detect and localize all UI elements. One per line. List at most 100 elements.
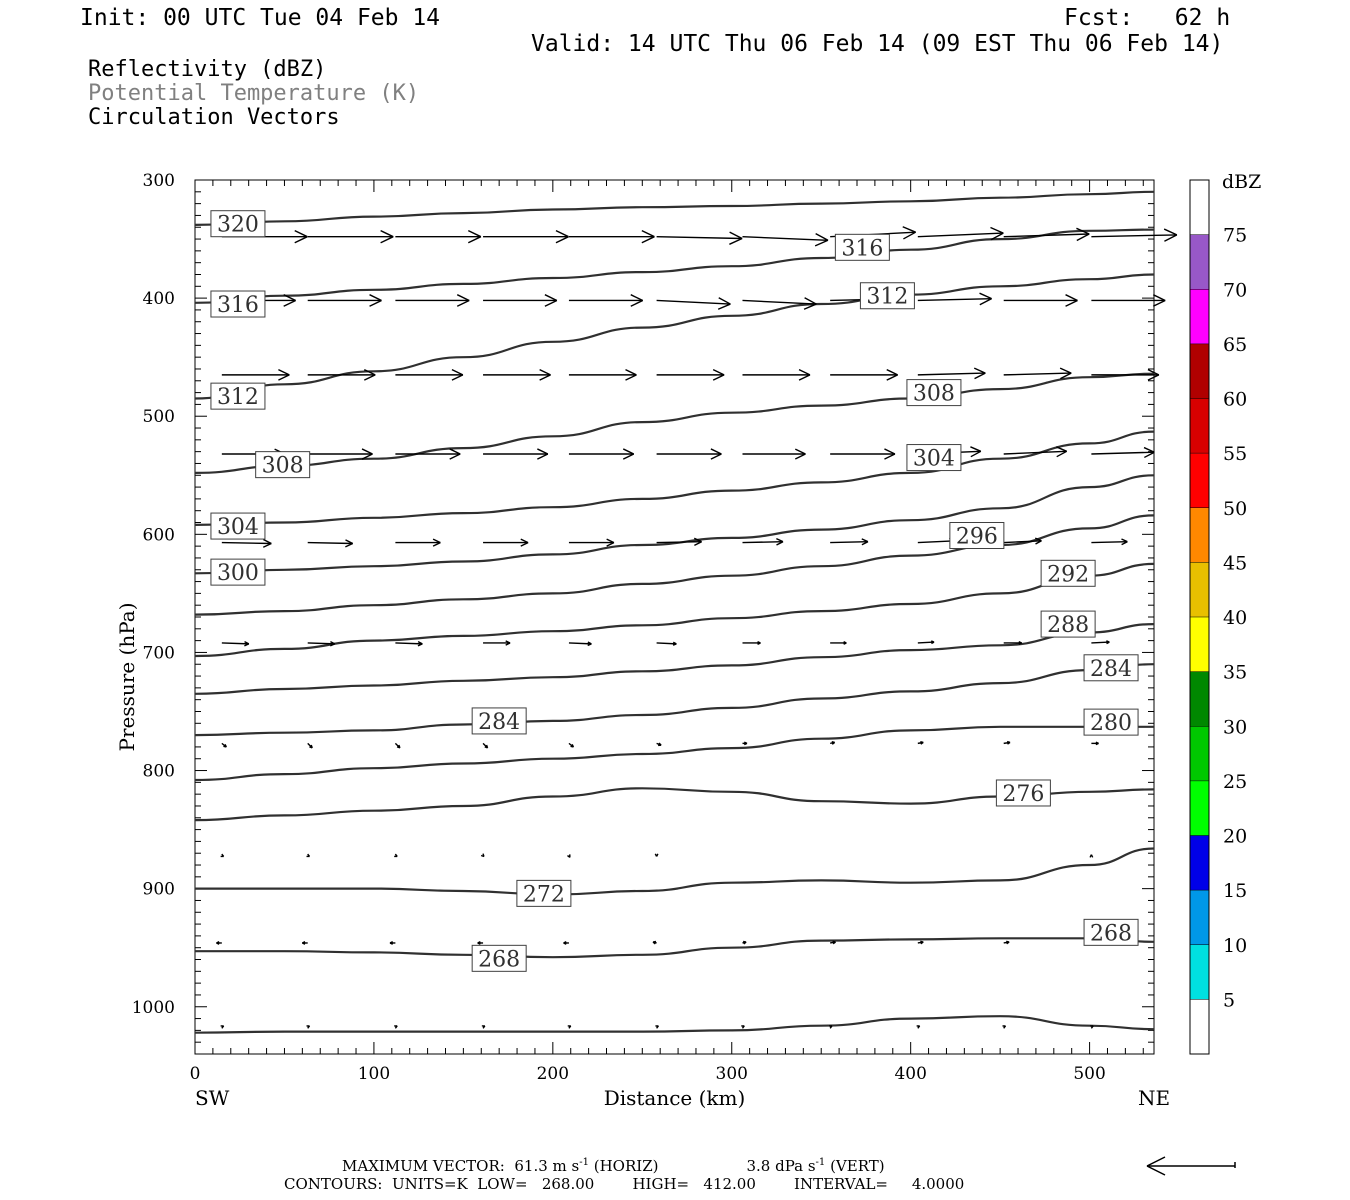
vector-head (451, 368, 464, 376)
circulation-vector (1003, 294, 1078, 307)
circulation-vector (1003, 537, 1042, 545)
circulation-vector (216, 941, 222, 945)
vector-head (1147, 368, 1160, 376)
vector-head (1152, 294, 1166, 302)
theta-contour-312 (194, 273, 1155, 400)
colorbar-segment (1190, 999, 1209, 1054)
circulation-vector (1003, 367, 1072, 380)
vector-head (729, 237, 743, 245)
circulation-vector (1003, 446, 1068, 458)
circulation-vector (221, 368, 290, 381)
vector-shaft (742, 235, 829, 241)
vector-head (451, 374, 464, 381)
vector-head (920, 940, 924, 943)
vector-shaft (1091, 234, 1177, 238)
vector-head (974, 372, 986, 380)
colorbar-segment (1190, 180, 1209, 235)
vector-head (456, 294, 470, 302)
y-axis-label: Pressure (hPa) (115, 603, 139, 752)
contour-label: 316 (217, 293, 259, 318)
colorbar-segment (1190, 890, 1209, 945)
max-vector-vert-value: 3.8 dPa s (746, 1157, 816, 1175)
circulation-vector (655, 1025, 659, 1029)
vector-head (389, 942, 393, 945)
vector-head (449, 448, 461, 455)
contour-label-box (210, 558, 266, 586)
circulation-vector (1002, 1025, 1007, 1029)
contour-label-box (210, 290, 266, 318)
colorbar-segment (1190, 453, 1209, 508)
contour-label: 300 (217, 561, 259, 586)
circulation-vector (1089, 854, 1094, 858)
vector-head (803, 303, 817, 310)
circulation-vector (1091, 446, 1155, 459)
vector-head (979, 298, 992, 306)
vector-head (622, 453, 635, 460)
vector-head (380, 229, 394, 238)
vector-head (477, 942, 481, 945)
vector-head (482, 853, 485, 857)
vector-head (798, 368, 811, 376)
forecast-hour: Fcst: 62 h (1064, 5, 1231, 31)
circulation-vector (830, 538, 869, 546)
circulation-vector (656, 231, 743, 245)
vector-head (902, 226, 916, 233)
vector-head (717, 303, 731, 310)
vector-head (369, 294, 382, 302)
circulation-vector (1090, 1025, 1094, 1029)
vector-shaft (742, 299, 817, 305)
contour-label: 288 (1047, 613, 1089, 638)
circulation-vector (656, 537, 702, 546)
theta-contour-280 (194, 725, 1154, 782)
vector-shaft (1003, 450, 1067, 455)
colorbar-segment (1190, 835, 1209, 891)
x-axis-left-label: SW (195, 1086, 230, 1110)
colorbar-label: 25 (1223, 771, 1247, 793)
contour-label: 312 (217, 385, 259, 410)
circulation-vector (482, 742, 489, 749)
vector-head (555, 229, 569, 238)
vector-shaft (1091, 641, 1110, 644)
vector-head (1152, 299, 1166, 307)
vector-head (263, 538, 272, 545)
vector-head (903, 231, 916, 240)
circulation-vector (917, 640, 935, 645)
circulation-vector (307, 368, 376, 381)
vector-head (278, 374, 290, 381)
max-vector-note: MAXIMUM VECTOR: 61.3 m s-1 (HORIZ) 3.8 dP… (342, 1158, 885, 1174)
vector-head (831, 741, 835, 744)
vector-shaft (307, 541, 353, 545)
colorbar-segment (1190, 617, 1209, 672)
circulation-vector (302, 941, 308, 945)
contour-label: 320 (217, 213, 259, 238)
vector-head (776, 541, 784, 546)
vector-head (930, 640, 935, 643)
plot-frame (194, 179, 1155, 1055)
vector-head (539, 368, 551, 376)
colorbar-label: 20 (1223, 826, 1247, 848)
circulation-vector (654, 853, 659, 857)
colorbar-segment (1190, 780, 1209, 836)
colorbar-segment (1190, 398, 1209, 454)
circulation-vector (916, 1025, 921, 1029)
theta-contour-284 (194, 663, 1155, 737)
contour-label: 304 (913, 447, 955, 472)
contour-label: 312 (866, 285, 908, 310)
vector-head (1095, 741, 1099, 745)
contour-info: CONTOURS: UNITS=K LOW= 268.00 HIGH= 412.… (284, 1175, 965, 1193)
x-tick-label: 200 (537, 1064, 569, 1084)
circulation-vector (395, 368, 464, 381)
circulation-vector (307, 229, 394, 244)
circulation-vector (656, 297, 731, 310)
vector-head (1076, 233, 1090, 242)
vector-head (1018, 640, 1023, 644)
circulation-vector (568, 448, 635, 460)
vector-head (625, 374, 637, 381)
vector-head (520, 541, 529, 547)
valid-time: Valid: 14 UTC Thu 06 Feb 14 (09 EST Thu … (531, 31, 1224, 57)
vector-head (979, 292, 992, 300)
vector-head (1121, 541, 1128, 546)
vector-head (1060, 372, 1072, 380)
vector-head (361, 453, 373, 460)
contour-label: 268 (478, 947, 520, 972)
